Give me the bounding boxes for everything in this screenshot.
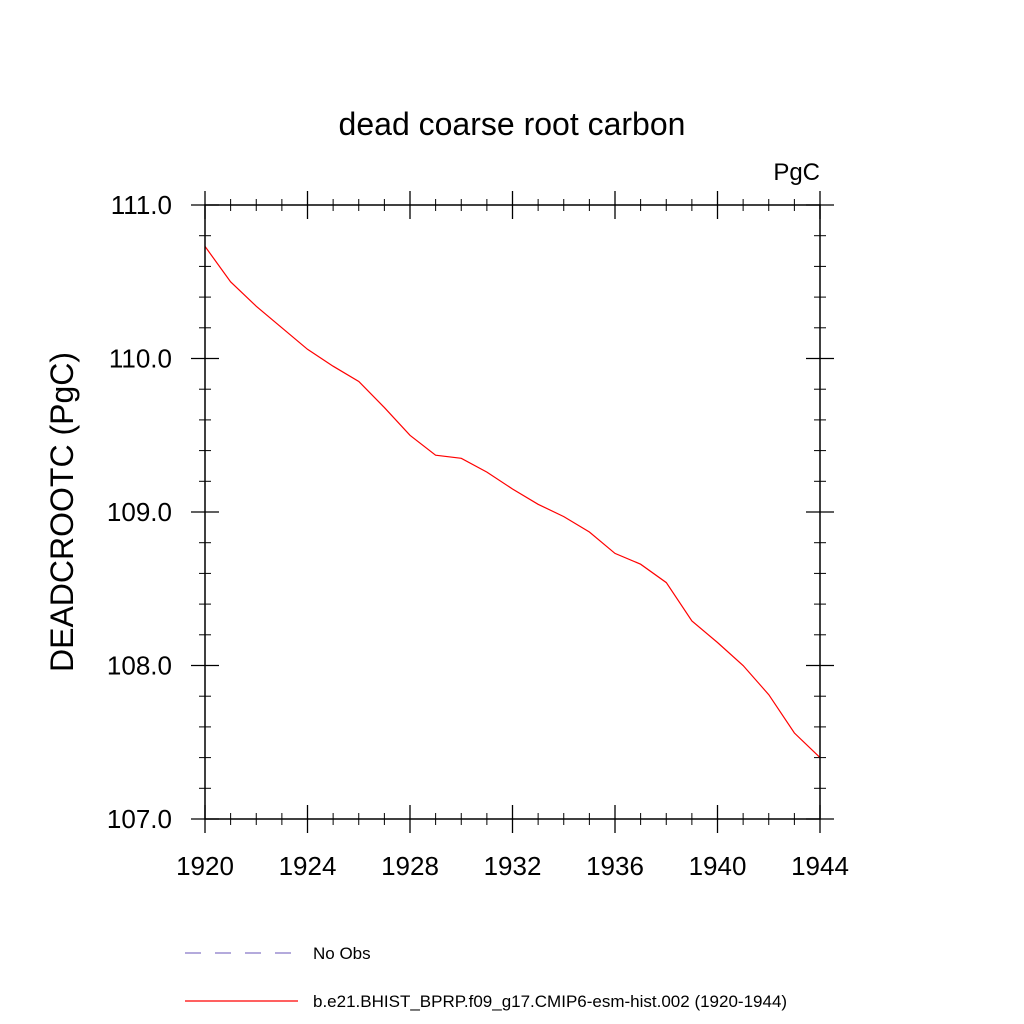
axis-ticks — [191, 191, 834, 833]
units-label: PgC — [773, 159, 820, 186]
chart-title: dead coarse root carbon — [339, 106, 686, 142]
x-tick-label: 1940 — [689, 851, 747, 881]
x-tick-label: 1924 — [279, 851, 337, 881]
x-tick-label: 1944 — [791, 851, 849, 881]
axis-tick-labels: 1920 1924 1928 1932 1936 1940 1944 107.0 108.0 10… — [107, 190, 849, 881]
y-tick-label: 111.0 — [111, 190, 172, 220]
y-tick-label: 109.0 — [107, 497, 172, 527]
y-tick-label: 110.0 — [109, 344, 172, 374]
y-tick-label: 108.0 — [107, 651, 172, 681]
y-axis-label: DEADCROOTC (PgC) — [44, 352, 80, 672]
plot-frame — [204, 204, 821, 820]
x-tick-label: 1920 — [176, 851, 234, 881]
legend-label: No Obs — [313, 944, 371, 963]
legend: No Obs b.e21.BHIST_BPRP.f09_g17.CMIP6-esm… — [185, 944, 787, 1011]
x-tick-label: 1928 — [381, 851, 439, 881]
series-line — [204, 246, 821, 759]
y-tick-label: 107.0 — [107, 804, 172, 834]
series-lines — [204, 246, 821, 759]
x-tick-label: 1932 — [484, 851, 542, 881]
legend-label: b.e21.BHIST_BPRP.f09_g17.CMIP6-esm-hist.… — [313, 992, 787, 1011]
x-tick-label: 1936 — [586, 851, 644, 881]
